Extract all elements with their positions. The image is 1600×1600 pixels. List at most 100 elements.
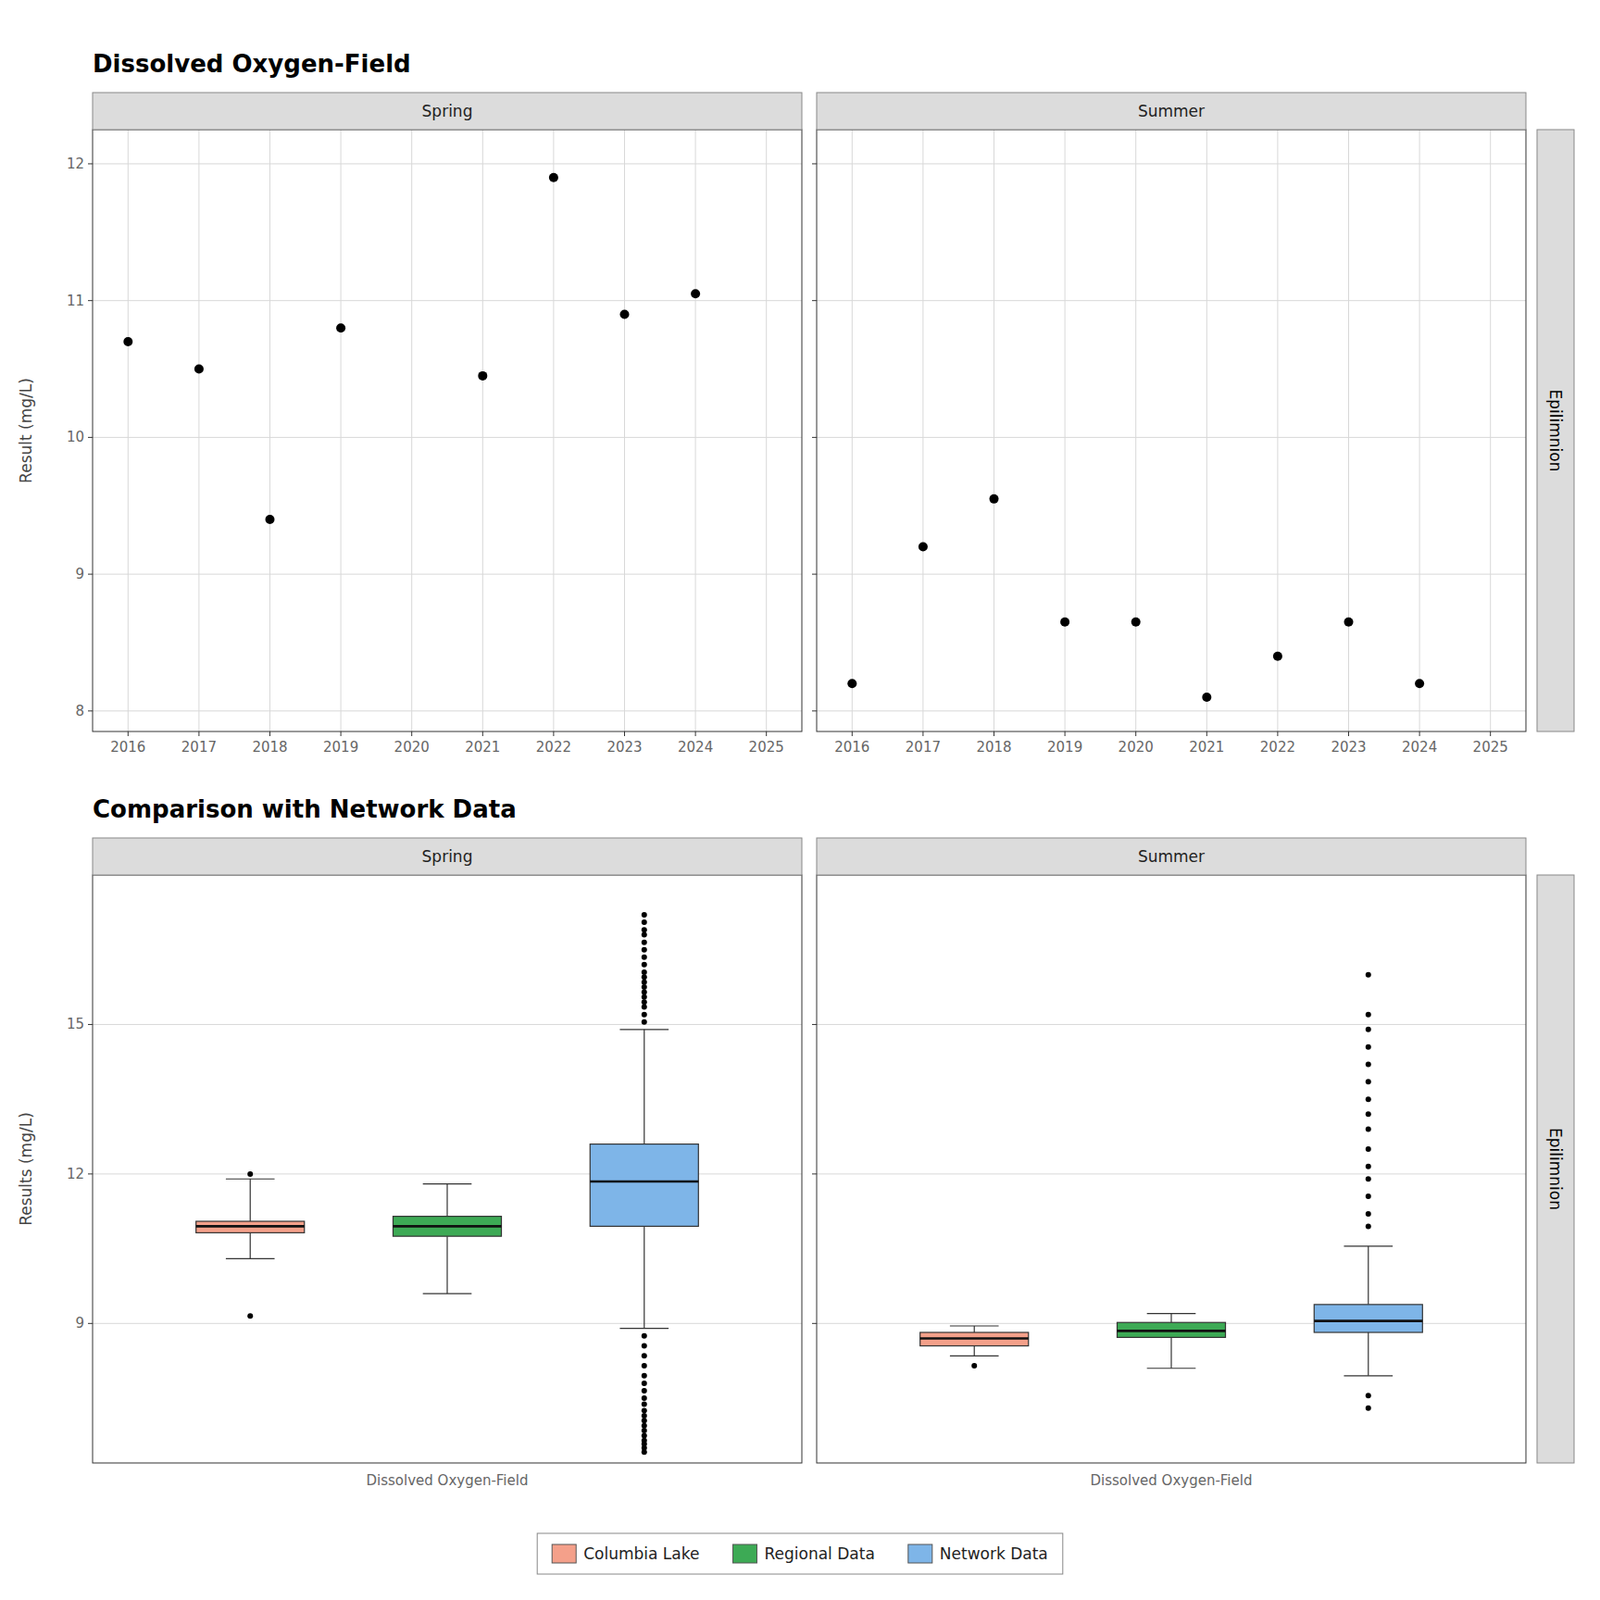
box: [392, 1184, 501, 1294]
point: [620, 309, 630, 319]
grid-line: [127, 129, 129, 732]
marks: [920, 972, 1424, 1412]
tick-mark: [1348, 731, 1350, 737]
tick-mark: [127, 731, 129, 737]
point: [1414, 678, 1425, 688]
panel: 2016201720182019202020212022202320242025…: [812, 92, 1575, 756]
flier: [641, 984, 648, 990]
facet-strip: [92, 837, 802, 875]
point: [690, 288, 700, 299]
tick-mark: [552, 731, 554, 737]
flier: [641, 988, 648, 995]
tick-mark: [1489, 731, 1491, 737]
grid-line: [92, 1024, 802, 1025]
flier: [641, 954, 648, 961]
flier: [641, 1432, 648, 1438]
tick-label: 2017: [905, 738, 941, 756]
tick-mark: [87, 437, 93, 438]
flier: [641, 1417, 648, 1424]
title: Comparison with Network Data: [92, 795, 517, 824]
grid-line: [340, 129, 342, 732]
point: [123, 337, 133, 347]
grid-line: [816, 1024, 1526, 1025]
flier: [641, 932, 648, 938]
flier: [971, 1362, 977, 1369]
flier: [641, 1401, 648, 1408]
tick-label: 2018: [975, 738, 1012, 756]
grid-line: [1419, 129, 1421, 732]
whisker: [446, 1236, 448, 1294]
flier: [641, 1412, 648, 1419]
tick-mark: [198, 731, 200, 737]
facet-label: Summer: [1137, 101, 1205, 121]
tick-label: 2024: [677, 738, 713, 756]
median: [1313, 1319, 1423, 1323]
grid-line: [1348, 129, 1350, 732]
tick-label: 12: [66, 155, 85, 173]
median: [196, 1225, 305, 1228]
grid-line: [695, 129, 697, 732]
tick-mark: [87, 1024, 93, 1025]
flier: [1365, 1061, 1372, 1067]
point: [989, 494, 1000, 504]
flier: [641, 979, 648, 986]
whisker: [250, 1232, 251, 1259]
tick-label: Dissolved Oxygen-Field: [366, 1472, 529, 1489]
flier: [641, 1387, 648, 1394]
tick-mark: [695, 731, 697, 737]
flier: [1365, 1111, 1372, 1117]
point: [847, 678, 857, 688]
axis-label: Result (mg/L): [16, 377, 36, 484]
flier: [641, 962, 648, 968]
point: [1131, 617, 1141, 627]
flier: [641, 919, 648, 925]
tick-mark: [812, 1173, 817, 1175]
whisker: [643, 1225, 645, 1328]
flier: [641, 1019, 648, 1025]
whisker-cap: [423, 1292, 473, 1294]
flier: [641, 1352, 648, 1359]
axis-label: Results (mg/L): [16, 1112, 36, 1226]
plot-background: [816, 129, 1526, 732]
plot-background: [92, 129, 802, 732]
point: [549, 173, 559, 183]
legend-label: Network Data: [939, 1544, 1049, 1563]
flier: [641, 1407, 648, 1413]
box-body: [920, 1332, 1029, 1347]
marks: [196, 912, 700, 1455]
grid-line: [922, 129, 924, 732]
box: [920, 1325, 1029, 1369]
box-body: [589, 1144, 699, 1227]
tick-label: 2016: [834, 738, 870, 756]
flier: [641, 999, 648, 1005]
flier: [641, 926, 648, 933]
flier: [641, 974, 648, 980]
point: [1201, 692, 1212, 702]
flier: [1365, 1026, 1372, 1033]
panel: 8910111220162017201820192020202120222023…: [16, 50, 802, 756]
tick-label: 2024: [1401, 738, 1438, 756]
flier: [1365, 1096, 1372, 1102]
grid-line: [198, 129, 200, 732]
tick-mark: [765, 731, 767, 737]
grid-line: [482, 129, 484, 732]
facet-strip: [816, 837, 1526, 875]
flier: [1365, 1012, 1372, 1018]
whisker-cap: [950, 1355, 1000, 1357]
point: [265, 514, 275, 525]
tick-label: 2021: [464, 738, 500, 756]
point: [477, 371, 488, 381]
whisker-cap: [1343, 1375, 1393, 1376]
box: [1116, 1313, 1225, 1369]
tick-mark: [1064, 731, 1066, 737]
flier: [1365, 1044, 1372, 1050]
whisker: [974, 1346, 975, 1357]
flier: [641, 994, 648, 1000]
flier: [1365, 1392, 1372, 1399]
whisker-cap: [225, 1178, 275, 1180]
facet-label: Spring: [422, 847, 474, 866]
tick-mark: [1135, 731, 1137, 737]
figure: 8910111220162017201820192020202120222023…: [0, 0, 1600, 1600]
grid-line: [1489, 129, 1491, 732]
tick-mark: [922, 731, 924, 737]
